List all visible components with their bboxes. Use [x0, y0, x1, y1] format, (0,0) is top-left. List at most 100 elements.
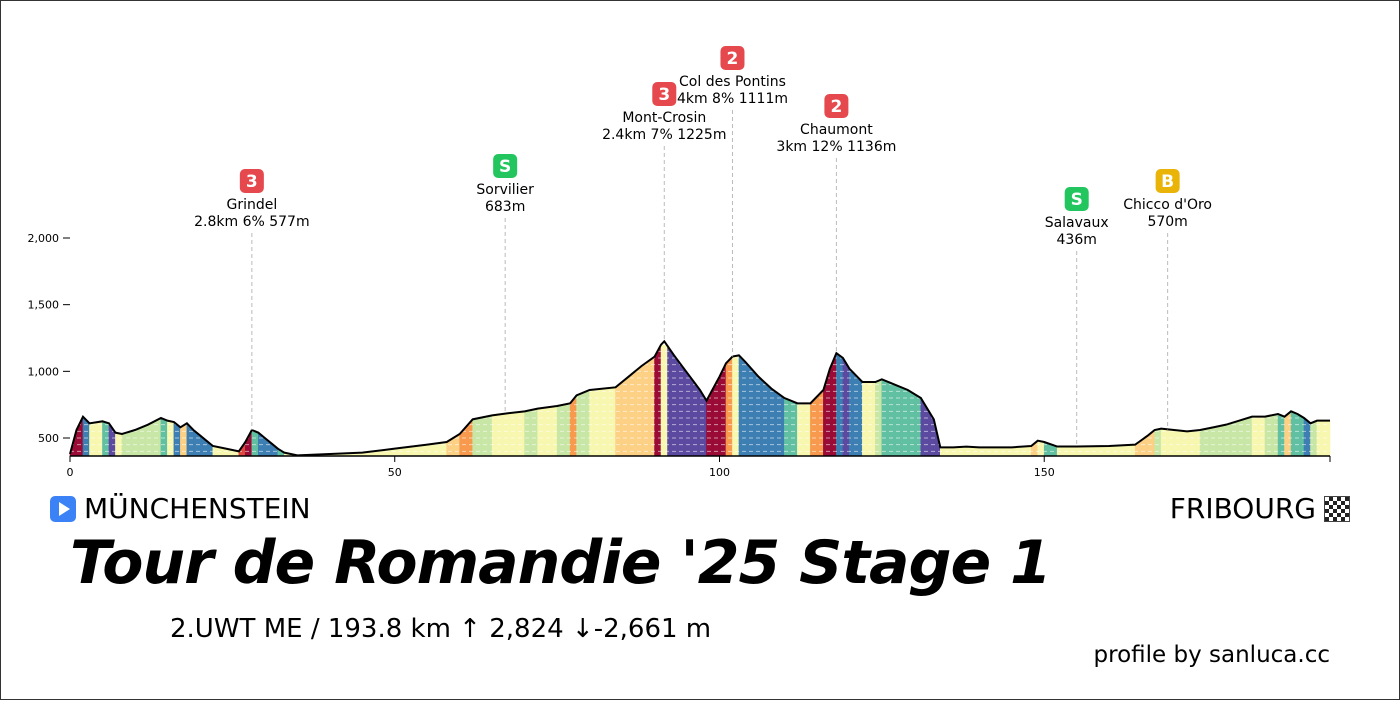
gradient-segment	[426, 443, 435, 457]
climb-detail: 3km 12% 1136m	[776, 139, 896, 155]
gradient-segment	[771, 388, 779, 457]
category-badge	[239, 169, 264, 193]
climb-name: Col des Pontins	[679, 74, 786, 90]
gradient-segment	[1245, 416, 1253, 457]
x-tick-label: 0	[67, 466, 74, 479]
gradient-segment	[530, 408, 538, 457]
category-badge	[1155, 169, 1180, 193]
gradient-segment	[849, 367, 857, 457]
gradient-segment	[738, 354, 746, 457]
gradient-segment	[160, 417, 168, 457]
category-badge	[1064, 187, 1089, 211]
climb-name: Chaumont	[800, 122, 873, 138]
gradient-segment	[1180, 430, 1188, 457]
gradient-segment	[745, 361, 753, 457]
gradient-segment	[491, 414, 499, 457]
gradient-segment	[1251, 416, 1259, 457]
gradient-segment	[719, 363, 727, 457]
gradient-segment	[147, 420, 155, 457]
finish-location: FRIBOURG	[1170, 492, 1350, 525]
gradient-segment	[478, 416, 486, 457]
gradient-segment	[1264, 414, 1272, 457]
climb-detail: 570m	[1147, 214, 1187, 230]
gradient-segment	[537, 407, 545, 457]
gradient-segment	[498, 413, 506, 457]
gradient-segment	[1115, 445, 1123, 457]
y-tick-label: 1,000	[28, 365, 60, 378]
gradient-segment	[816, 389, 824, 457]
gradient-segment	[511, 411, 519, 457]
gradient-segment	[1037, 440, 1045, 457]
gradient-segment	[907, 389, 915, 457]
gradient-segment	[1154, 428, 1162, 457]
x-tick-label: 100	[709, 466, 730, 479]
gradient-segment	[420, 444, 428, 457]
category-label: S	[1071, 190, 1083, 210]
gradient-segment	[154, 417, 162, 457]
category-label: B	[1161, 172, 1174, 192]
gradient-segment	[1271, 413, 1279, 457]
gradient-segment	[790, 400, 798, 457]
gradient-segment	[595, 388, 603, 457]
gradient-segment	[524, 409, 532, 457]
category-badge	[720, 46, 745, 70]
finish-town: FRIBOURG	[1169, 492, 1316, 525]
play-icon	[50, 495, 76, 522]
gradient-segment	[751, 368, 759, 457]
gradient-segment	[582, 389, 590, 457]
gradient-segment	[485, 414, 493, 457]
gradient-segment	[1186, 430, 1194, 457]
gradient-segment	[95, 420, 103, 457]
gradient-segment	[1160, 428, 1168, 457]
gradient-segment	[102, 420, 110, 457]
gradient-segment	[504, 412, 512, 457]
category-badge	[493, 154, 518, 178]
start-town: MÜNCHENSTEIN	[84, 492, 311, 525]
gradient-segment	[1277, 413, 1285, 457]
category-badge	[824, 94, 849, 118]
climb-name: Grindel	[226, 197, 277, 213]
gradient-segment	[1193, 429, 1201, 457]
y-tick-label: 2,000	[28, 232, 60, 245]
climb-name: Chicco d'Oro	[1123, 197, 1212, 213]
gradient-segment	[641, 360, 649, 457]
x-tick-label: 150	[1034, 466, 1055, 479]
climb-detail: 683m	[485, 199, 525, 215]
gradient-segment	[810, 395, 818, 457]
gradient-segment	[1258, 416, 1266, 457]
gradient-segment	[1199, 428, 1207, 457]
gradient-segment	[660, 344, 668, 457]
x-tick-label: 50	[388, 466, 402, 479]
gradient-segment	[121, 431, 129, 457]
gradient-segment	[894, 384, 902, 457]
gradient-segment	[556, 404, 564, 457]
climb-detail: 436m	[1057, 232, 1097, 248]
gradient-segment	[758, 375, 766, 457]
gradient-segment	[439, 441, 448, 457]
gradient-segment	[855, 374, 863, 457]
gradient-segment	[1167, 429, 1175, 457]
category-label: 2	[830, 97, 842, 117]
category-label: S	[499, 157, 511, 177]
gradient-segment	[628, 370, 636, 457]
y-tick-label: 500	[38, 432, 59, 445]
gradient-segment	[1128, 444, 1136, 457]
start-location: MÜNCHENSTEIN	[50, 492, 311, 525]
gradient-segment	[654, 344, 662, 457]
gradient-segment	[842, 356, 850, 457]
climb-name: Mont-Crosin	[622, 110, 706, 126]
climb-name: Salavaux	[1045, 215, 1109, 231]
gradient-segment	[128, 429, 136, 457]
y-tick-label: 1,500	[28, 299, 60, 312]
gradient-segment	[1173, 429, 1181, 457]
stage-title: Tour de Romandie '25 Stage 1	[70, 528, 1052, 598]
climb-detail: 2.4km 7% 1225m	[602, 127, 726, 143]
gradient-segment	[1108, 445, 1116, 457]
